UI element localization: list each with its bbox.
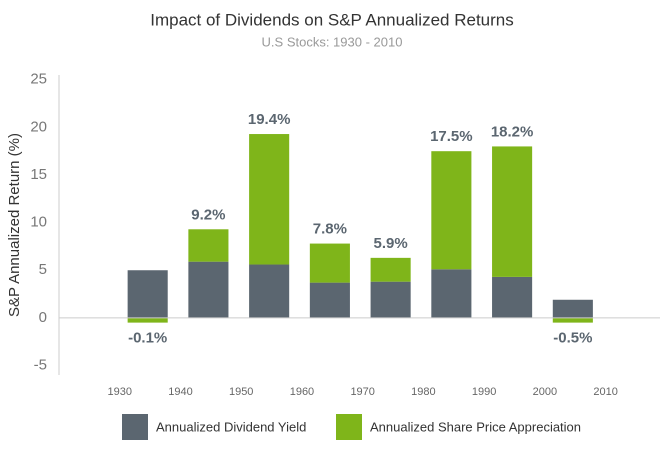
bar-segment bbox=[309, 243, 350, 283]
x-tick-label: 1950 bbox=[229, 386, 253, 398]
x-tick-label: 1990 bbox=[472, 386, 496, 398]
y-tick-label: 5 bbox=[39, 261, 47, 278]
y-tick-label: 10 bbox=[30, 214, 47, 231]
value-label: 9.2% bbox=[191, 206, 225, 223]
bar-segment bbox=[188, 229, 229, 262]
x-tick-label: 1980 bbox=[411, 386, 435, 398]
bar-segment bbox=[431, 269, 472, 318]
bar-segment bbox=[127, 270, 168, 318]
bar-segment bbox=[188, 261, 229, 318]
x-tick-label: 1970 bbox=[350, 386, 374, 398]
y-axis-label: S&P Annualized Return (%) bbox=[6, 133, 23, 317]
y-tick-label: 15 bbox=[30, 166, 47, 183]
bar-segment bbox=[309, 282, 350, 318]
legend-label: Annualized Dividend Yield bbox=[156, 419, 306, 434]
x-tick-label: 1940 bbox=[168, 386, 192, 398]
x-tick-label: 1960 bbox=[290, 386, 314, 398]
bar-segment bbox=[370, 257, 411, 282]
x-tick-label: 1930 bbox=[107, 386, 131, 398]
legend-label: Annualized Share Price Appreciation bbox=[370, 419, 581, 434]
bar-segment bbox=[249, 264, 290, 318]
bar-segment bbox=[492, 276, 533, 318]
bar-segment bbox=[127, 317, 168, 323]
value-label: -0.5% bbox=[553, 330, 592, 347]
y-tick-label: 0 bbox=[39, 309, 47, 326]
value-label: 17.5% bbox=[430, 128, 473, 145]
value-label: 5.9% bbox=[374, 235, 408, 252]
bar-segment bbox=[492, 146, 533, 277]
bar-segment bbox=[249, 134, 290, 265]
value-label: 18.2% bbox=[491, 123, 534, 140]
bar-segment bbox=[431, 151, 472, 270]
y-tick-label: 20 bbox=[30, 118, 47, 135]
value-label: 19.4% bbox=[248, 111, 291, 128]
bar-segment bbox=[552, 299, 593, 318]
x-tick-label: 2000 bbox=[533, 386, 557, 398]
y-tick-label: 25 bbox=[30, 71, 47, 88]
bar-segment bbox=[552, 317, 593, 323]
legend-swatch bbox=[336, 414, 362, 440]
chart-title: Impact of Dividends on S&P Annualized Re… bbox=[150, 10, 514, 29]
y-tick-label: -5 bbox=[34, 356, 47, 373]
value-label: -0.1% bbox=[128, 330, 167, 347]
value-label: 7.8% bbox=[313, 221, 347, 238]
x-tick-label: 2010 bbox=[593, 386, 617, 398]
legend-swatch bbox=[122, 414, 148, 440]
chart-subtitle: U.S Stocks: 1930 - 2010 bbox=[262, 34, 403, 49]
bar-segment bbox=[370, 281, 411, 318]
